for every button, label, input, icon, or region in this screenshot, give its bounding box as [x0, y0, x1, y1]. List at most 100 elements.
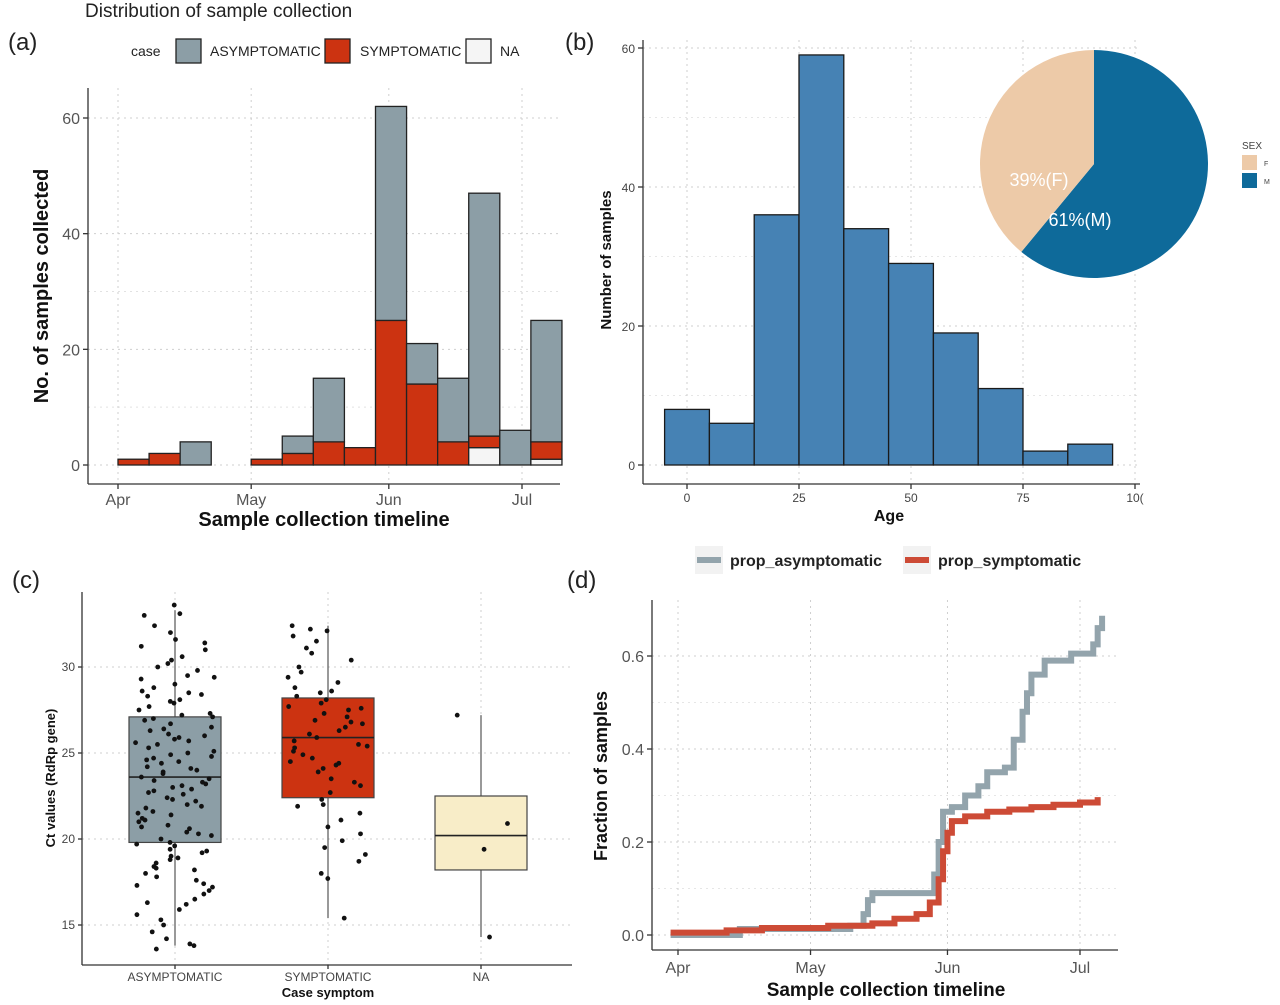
data-point: [155, 664, 161, 670]
legend-label-na: NA: [500, 43, 520, 59]
data-point: [167, 857, 173, 863]
data-point: [151, 755, 157, 761]
data-point: [158, 917, 164, 923]
legend-swatch-symptomatic: [324, 38, 351, 64]
data-point: [151, 778, 157, 783]
pie-legend-swatch-m: [1242, 173, 1257, 188]
data-point: [161, 726, 167, 732]
data-point: [144, 764, 150, 770]
data-point: [149, 929, 155, 935]
bar-segment-symptomatic: [374, 319, 408, 466]
panel-b-ytick-label: 40: [622, 181, 636, 195]
data-point: [167, 840, 173, 845]
legend-label-prop_asymptomatic: prop_asymptomatic: [730, 553, 882, 570]
data-point: [171, 700, 177, 706]
data-point: [194, 767, 200, 773]
panel-a-xtick-label: Jul: [512, 492, 532, 509]
histogram-bar: [887, 262, 935, 466]
panel-a: (a) Distribution of sample collection ca…: [8, 1, 563, 531]
data-point: [165, 822, 171, 828]
data-point: [312, 717, 318, 723]
data-point: [211, 748, 217, 754]
box-symptomatic: [281, 697, 375, 799]
data-point: [184, 802, 190, 807]
data-point: [329, 688, 335, 694]
bar-segment-symptomatic: [436, 441, 470, 466]
data-point: [322, 845, 328, 850]
panel-a-xtick-label: Jun: [376, 492, 402, 509]
data-point: [200, 779, 205, 785]
panel-d-xtick-label: Apr: [666, 960, 692, 977]
panel-d-ytick-label: 0.2: [622, 835, 644, 852]
data-point: [153, 860, 159, 866]
bar-segment-asymptomatic: [499, 429, 532, 466]
bar-segment-asymptomatic: [312, 377, 346, 443]
data-point: [141, 613, 147, 618]
panel-c-ylabel: Ct values (RdRp gene): [43, 709, 58, 848]
data-point: [143, 871, 148, 876]
histogram-bar: [708, 422, 755, 466]
data-point: [202, 640, 208, 646]
histogram-bar: [1022, 450, 1069, 466]
data-point: [317, 690, 323, 696]
panel-a-xtick-label: May: [236, 492, 266, 509]
data-point: [210, 714, 215, 720]
panel-c-tag: (c): [12, 567, 40, 594]
bar-segment-na: [530, 458, 563, 466]
data-point: [209, 754, 214, 759]
data-point: [134, 912, 140, 918]
data-point: [291, 738, 297, 744]
data-point: [186, 690, 192, 696]
panel-b-xtick-label: 75: [1016, 491, 1030, 505]
pie-slice-m: [1021, 50, 1208, 278]
data-point: [323, 697, 329, 703]
data-point: [167, 846, 173, 852]
histogram-bar: [977, 387, 1024, 466]
data-point: [159, 760, 164, 766]
data-point: [179, 654, 185, 660]
bar-segment-symptomatic: [281, 452, 314, 466]
data-point: [147, 728, 153, 734]
data-point: [161, 922, 166, 928]
data-point: [152, 623, 157, 629]
bar-segment-symptomatic: [250, 458, 283, 466]
pie-legend-label-m: M: [1264, 179, 1270, 186]
bar-segment-na: [468, 446, 501, 466]
data-point: [307, 626, 313, 632]
data-point: [309, 650, 315, 656]
data-point: [192, 896, 198, 902]
panel-b-ytick-label: 0: [628, 459, 635, 473]
line-prop_asymptomatic: [670, 615, 1106, 938]
panel-d-grid: [652, 600, 1118, 950]
data-point: [320, 766, 326, 771]
data-point: [327, 790, 333, 795]
data-point: [356, 742, 361, 747]
data-point: [146, 704, 152, 709]
data-point: [348, 719, 354, 725]
data-point: [204, 848, 210, 854]
panel-a-bars: [117, 105, 563, 466]
data-point: [324, 628, 330, 634]
data-point: [341, 915, 347, 921]
data-point: [319, 797, 325, 802]
panel-b-bars: [663, 54, 1114, 466]
panel-a-ytick-label: 20: [62, 342, 80, 359]
panel-d-tag: (d): [567, 567, 596, 594]
panel-b-xlabel: Age: [874, 508, 904, 525]
histogram-bar: [798, 54, 845, 466]
bar-segment-asymptomatic: [530, 319, 563, 443]
data-point: [167, 699, 173, 704]
data-point: [144, 900, 150, 906]
data-point: [133, 740, 138, 746]
data-point: [358, 831, 363, 837]
panel-c-xtick-label: ASYMPTOMATIC: [128, 970, 223, 984]
data-point: [358, 783, 363, 789]
data-point: [481, 846, 487, 852]
bar-segment-symptomatic: [117, 458, 150, 466]
data-point: [154, 874, 160, 880]
panel-c-ytick-label: 15: [62, 918, 76, 932]
panel-b-ylabel: Number of samples: [598, 190, 615, 329]
data-point: [201, 881, 207, 887]
data-point: [206, 888, 212, 893]
